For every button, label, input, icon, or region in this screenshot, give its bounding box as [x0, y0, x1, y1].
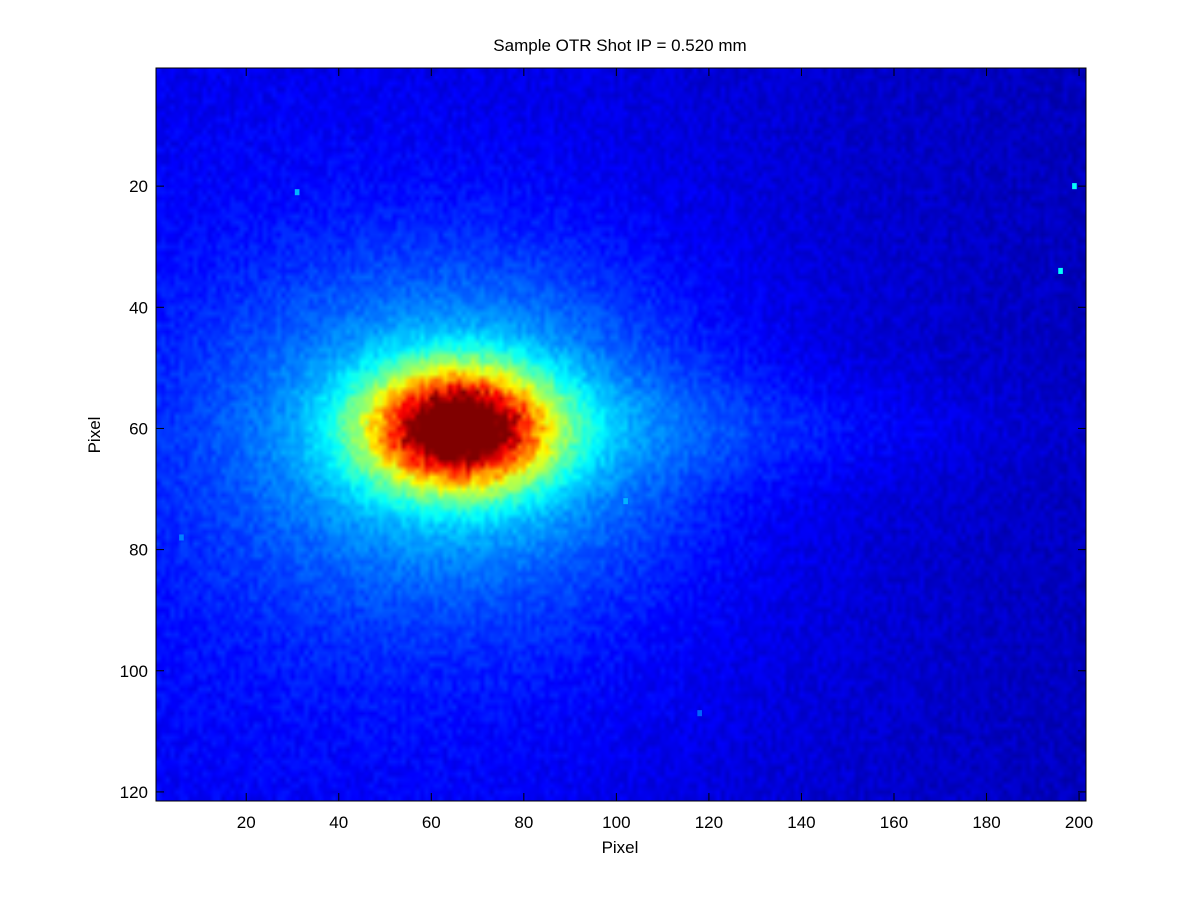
x-tick-label: 60 — [422, 813, 441, 832]
y-tick-label: 40 — [129, 298, 148, 317]
chart-title: Sample OTR Shot IP = 0.520 mm — [493, 36, 746, 55]
hot-pixel — [294, 189, 300, 196]
hot-pixels — [179, 183, 1077, 717]
plot-frame — [155, 67, 1087, 802]
y-tick-label: 20 — [129, 177, 148, 196]
hot-pixel — [1058, 267, 1063, 274]
y-tick-label: 60 — [129, 419, 148, 438]
x-tick-label: 140 — [787, 813, 815, 832]
y-axis-ticks: 20 40 60 80 100 120 — [120, 177, 1086, 802]
hot-pixel — [697, 710, 702, 717]
heatmap-image — [156, 68, 1086, 801]
hot-pixel — [179, 534, 184, 541]
x-tick-label: 200 — [1065, 813, 1093, 832]
x-tick-label: 180 — [972, 813, 1000, 832]
x-tick-label: 40 — [329, 813, 348, 832]
x-tick-label: 160 — [880, 813, 908, 832]
x-axis-ticks: 20 40 60 80 100 120 140 160 180 200 — [237, 68, 1093, 832]
x-tick-label: 100 — [602, 813, 630, 832]
hot-pixel — [1072, 183, 1077, 190]
x-tick-label: 120 — [695, 813, 723, 832]
y-tick-label: 100 — [120, 662, 148, 681]
hot-pixel — [623, 498, 628, 505]
x-axis-label: Pixel — [602, 838, 639, 857]
y-axis-label: Pixel — [85, 417, 104, 454]
x-tick-label: 20 — [237, 813, 256, 832]
x-tick-label: 80 — [514, 813, 533, 832]
y-tick-label: 120 — [120, 783, 148, 802]
y-tick-label: 80 — [129, 541, 148, 560]
